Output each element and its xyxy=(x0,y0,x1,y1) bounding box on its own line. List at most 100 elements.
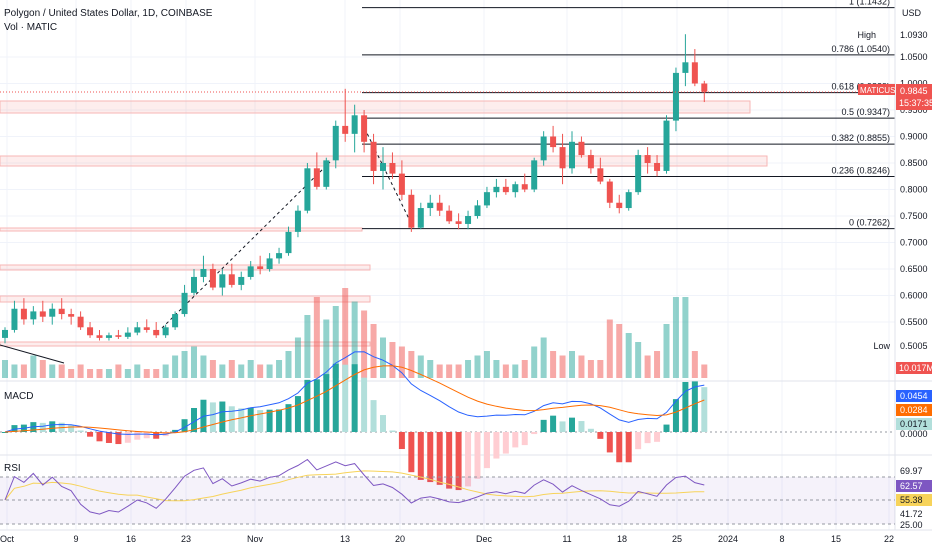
time-axis[interactable]: Oct 9 16 23 Nov 13 20 Dec 11 18 25 2024 8 15 22 xyxy=(0,534,894,544)
candle-body xyxy=(578,141,585,156)
volume-bar xyxy=(124,369,131,378)
fib-level-label: 0 (0.7262) xyxy=(849,218,890,228)
volume-bar xyxy=(105,369,112,378)
countdown-text: 15:37:35 xyxy=(899,98,932,108)
macd-histogram-bar xyxy=(39,422,46,432)
candle-body xyxy=(455,221,462,224)
rsi-line xyxy=(4,458,705,515)
volume-bar xyxy=(672,297,679,378)
macd-histogram-bar xyxy=(521,432,528,446)
volume-bar xyxy=(389,342,396,378)
time-tick-label: 2024 xyxy=(718,534,738,544)
trend-lines[interactable] xyxy=(0,122,413,364)
high-value: 1.0930 xyxy=(900,30,928,40)
zone-lower-2 xyxy=(0,264,371,271)
macd-histogram-bar xyxy=(115,432,122,445)
volume-bar xyxy=(606,319,613,378)
volume-bar xyxy=(115,364,122,378)
candle-body xyxy=(134,327,141,333)
price-axis-badges: High 1.0930 Low 0.5005 MATICUSD 0.9845 1… xyxy=(857,30,932,530)
macd-histogram-bar xyxy=(408,432,415,473)
candle-body xyxy=(228,274,235,285)
histogram-badge xyxy=(896,418,932,430)
macd-histogram-bar xyxy=(512,432,519,448)
volume-bar xyxy=(474,355,481,378)
candle-body xyxy=(68,314,75,317)
volume-bar xyxy=(30,355,37,378)
zone-lower-1 xyxy=(0,227,363,232)
candle-body xyxy=(587,155,594,169)
volume-bar xyxy=(96,369,103,378)
candle-body xyxy=(540,136,547,161)
macd-histogram-bar xyxy=(502,432,509,454)
volume-bar xyxy=(701,364,708,378)
candle-body xyxy=(77,316,84,328)
volume-bar xyxy=(408,351,415,378)
candle-body xyxy=(389,163,396,174)
rsi-ma-badge xyxy=(896,494,932,506)
candle-body xyxy=(512,184,519,193)
macd-badge xyxy=(896,390,932,402)
last-price-badge xyxy=(896,84,932,110)
time-tick-label: 13 xyxy=(340,534,350,544)
macd-histogram-bar xyxy=(398,432,405,450)
price-tick-label: 0.7000 xyxy=(900,238,928,248)
candle-body xyxy=(200,269,207,277)
price-tick-label: 0.9000 xyxy=(900,132,928,142)
candle-body xyxy=(682,62,689,73)
volume-bar xyxy=(351,301,358,378)
macd-histogram-bar xyxy=(257,410,264,432)
time-tick-label: 16 xyxy=(126,534,136,544)
volume-bar xyxy=(521,360,528,378)
time-tick-label: 11 xyxy=(562,534,571,544)
time-tick-label: 25 xyxy=(672,534,682,544)
rsi-pane[interactable] xyxy=(0,458,895,525)
candlesticks[interactable] xyxy=(2,34,708,344)
candle-body xyxy=(257,266,264,269)
macd-histogram-bar xyxy=(616,432,623,463)
time-tick-label: 20 xyxy=(395,534,405,544)
macd-histogram-bar xyxy=(540,419,547,432)
candle-body xyxy=(427,202,434,209)
volume-bar xyxy=(455,364,462,378)
time-tick-label: Dec xyxy=(476,534,493,544)
macd-histogram-bar xyxy=(361,377,368,432)
candle-body xyxy=(96,335,103,338)
candle-body xyxy=(531,160,538,190)
volume-bar xyxy=(87,369,94,378)
fibonacci-levels[interactable]: 1 (1.1432)0.786 (1.0540)0.618 (0.9829)0.… xyxy=(362,0,895,230)
volume-bar xyxy=(691,351,698,378)
volume-bar xyxy=(323,319,330,378)
macd-histogram-bar xyxy=(682,381,689,432)
macd-histogram-bar xyxy=(625,432,632,463)
candle-body xyxy=(115,335,122,337)
candle-body xyxy=(663,120,670,171)
price-tick-label: 0.8500 xyxy=(900,158,928,168)
macd-histogram-bar xyxy=(569,417,575,432)
macd-histogram-bar xyxy=(550,415,557,432)
volume-bar xyxy=(332,306,339,378)
candle-body xyxy=(313,168,320,187)
volume-bar xyxy=(285,351,292,378)
macd-histogram-bar xyxy=(389,430,396,432)
candle-body xyxy=(380,163,386,171)
volume-bar xyxy=(597,360,604,378)
volume-bar xyxy=(342,288,349,378)
volume-bar xyxy=(2,360,8,378)
macd-histogram-bar xyxy=(691,381,698,432)
candle-body xyxy=(153,329,160,336)
macd-histogram-bar xyxy=(342,364,349,432)
macd-pane[interactable] xyxy=(0,351,895,491)
macd-legend: MACD xyxy=(4,391,33,402)
macd-histogram-bar xyxy=(417,432,424,480)
volume-badge xyxy=(896,362,932,374)
rsi-legend: RSI xyxy=(4,463,21,474)
candle-body xyxy=(285,231,292,254)
candle-body xyxy=(625,192,632,209)
macd-histogram-bar xyxy=(96,432,103,442)
volume-bar xyxy=(313,297,320,378)
candle-body xyxy=(39,311,46,317)
candle-body xyxy=(2,329,8,338)
candle-body xyxy=(172,314,179,328)
